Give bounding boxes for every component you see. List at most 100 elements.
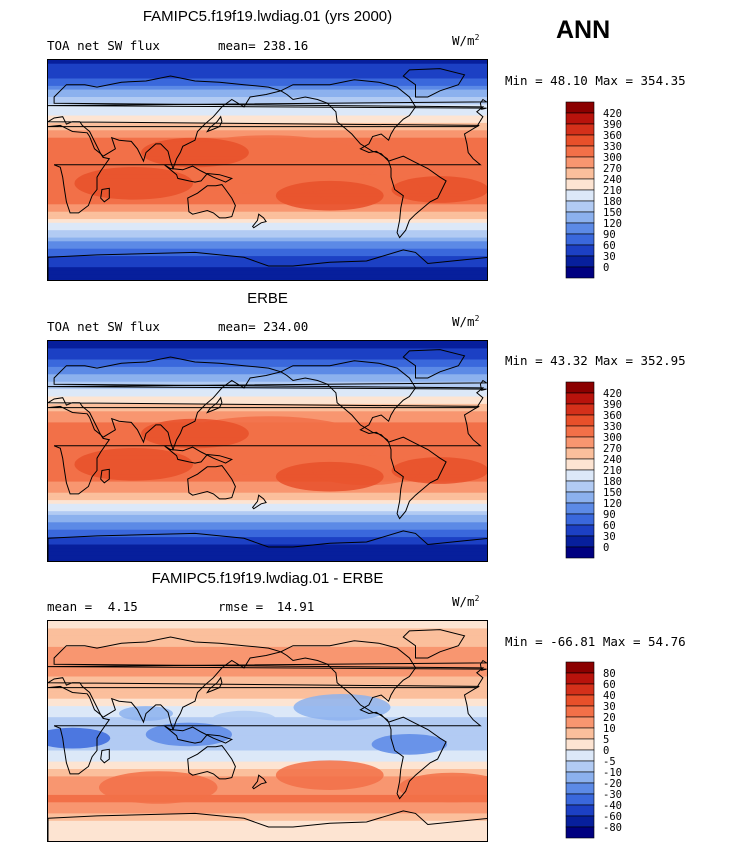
map-anomaly-patch (74, 167, 194, 200)
map-band (48, 772, 487, 777)
map-band (48, 230, 487, 235)
map-band (48, 783, 487, 789)
map-band (48, 695, 487, 700)
map-band (48, 835, 487, 840)
panel-2-units-sup: 2 (474, 314, 480, 323)
continent-outline-uk (48, 659, 487, 671)
map-band (48, 750, 487, 755)
map-anomaly-patch (275, 180, 384, 211)
map-band (48, 115, 487, 120)
colorbar-swatch (565, 145, 595, 158)
map-band (48, 67, 487, 72)
continent-outline-japan (206, 396, 223, 414)
colorbar-swatch (565, 535, 595, 548)
panel-1-map-svg (48, 60, 487, 280)
continent-outline-japan (206, 676, 223, 694)
panel-1-min-label: Min = (505, 73, 543, 88)
panel-1-left-label: TOA net SW flux (47, 38, 160, 53)
map-band (48, 85, 487, 91)
panel-2-stat1-label: mean= (218, 319, 256, 334)
continent-outline-greenland (402, 629, 466, 659)
map-band (48, 485, 487, 490)
continent-outline-new-zealand (251, 774, 267, 790)
panel-3-units-sup: 2 (474, 594, 480, 603)
map-band (48, 396, 487, 401)
colorbar-tick-label: -20 (603, 778, 622, 790)
colorbar-tick-label: 330 (603, 421, 622, 433)
panel-2-stat1: mean= 234.00 (218, 319, 308, 334)
map-band (48, 732, 487, 737)
panel-3-units: W/m2 (452, 594, 479, 609)
map-band (48, 100, 487, 105)
map-band (48, 348, 487, 353)
colorbar-tick-label: -80 (603, 822, 622, 834)
continent-outline-japan (206, 115, 223, 133)
panel-3-mean-value: 4.15 (107, 599, 138, 614)
continent-outline-africa (48, 685, 482, 775)
colorbar-swatch (565, 189, 595, 202)
map-band (48, 809, 487, 814)
map-band (48, 196, 487, 202)
continent-outline-europe-asia (48, 75, 485, 171)
map-band (48, 208, 487, 213)
colorbar-tick-label: 420 (603, 388, 622, 400)
panel-1-stat1-value: 238.16 (263, 38, 309, 53)
continent-outline-antarctica (48, 530, 487, 561)
map-band (48, 403, 487, 409)
continent-outline-africa (48, 405, 482, 495)
map-band (48, 728, 487, 733)
map-band (48, 691, 487, 696)
panel-3-mean: mean = 4.15 (47, 599, 138, 614)
map-band (48, 621, 487, 626)
colorbar-swatch (565, 255, 595, 268)
map-band (48, 635, 487, 641)
continent-outline-antarctica (48, 249, 487, 280)
map-anomaly-patch (74, 448, 194, 481)
map-band (48, 540, 487, 546)
map-anomaly-patch (391, 176, 487, 203)
map-band (48, 344, 487, 349)
colorbar-swatch (565, 793, 595, 806)
panel-1-min-value: 48.10 (550, 73, 588, 88)
map-band (48, 787, 487, 792)
map-band (48, 794, 487, 800)
colorbar-tick-label: 180 (603, 476, 622, 488)
map-band (48, 278, 487, 280)
colorbar-swatch (565, 447, 595, 460)
map-band (48, 624, 487, 629)
map-band (48, 654, 487, 659)
panel-3-rmse-label: rmse = (218, 599, 264, 614)
colorbar-swatch (565, 738, 595, 751)
panel-1-colorbar: 420 390 360 330 300 270 240 210 180 150 120 90 60 30 0 (565, 101, 646, 279)
panel-1-stat1: mean= 238.16 (218, 38, 308, 53)
colorbar-tick-label: 240 (603, 174, 622, 186)
map-anomaly-patch (275, 760, 384, 790)
map-band (48, 798, 487, 803)
continent-outline-australia (187, 745, 236, 780)
map-band (48, 628, 487, 633)
map-band (48, 226, 487, 231)
colorbar-swatch (565, 469, 595, 482)
colorbar-swatch (565, 546, 595, 559)
map-band (48, 71, 487, 76)
panel-2-max-label: Max = (595, 353, 633, 368)
map-band (48, 754, 487, 759)
continent-outline-indonesia (164, 164, 234, 183)
map-band (48, 709, 487, 715)
colorbar-swatch (565, 167, 595, 180)
map-band (48, 514, 487, 520)
colorbar-swatch (565, 749, 595, 762)
colorbar-swatch (565, 403, 595, 416)
map-band (48, 492, 487, 497)
colorbar-swatch (565, 392, 595, 405)
map-band (48, 363, 487, 368)
map-band (48, 761, 487, 766)
continent-outline-new-zealand (251, 494, 267, 510)
map-anomaly-patch (391, 457, 487, 484)
panel-1-units-text: W/m (452, 33, 475, 49)
continent-outline-south-america (387, 155, 447, 239)
colorbar-swatch (565, 491, 595, 504)
colorbar-tick-label: 270 (603, 443, 622, 455)
